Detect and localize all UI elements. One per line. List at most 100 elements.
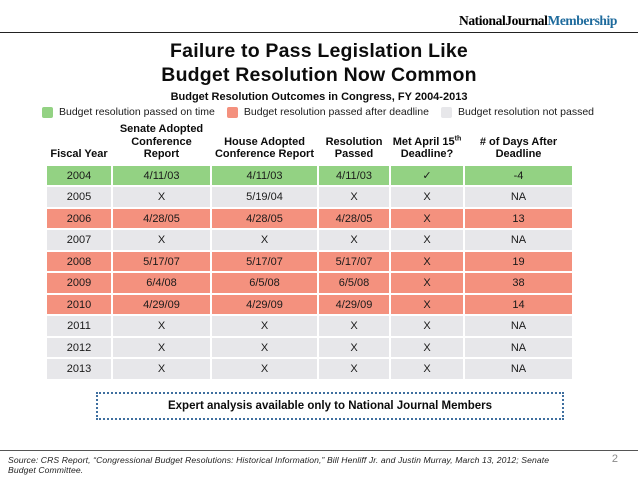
legend-swatch-gray bbox=[440, 106, 452, 118]
page-number: 2 bbox=[611, 453, 618, 465]
table-cell: X bbox=[391, 187, 463, 207]
cell-fiscal-year: 2012 bbox=[47, 337, 111, 358]
table-cell: 5/17/07 bbox=[212, 251, 317, 272]
table-cell: 4/11/03 bbox=[319, 165, 389, 186]
table-cell: X bbox=[391, 359, 463, 379]
table-cell: X bbox=[212, 359, 317, 379]
table-cell: 5/17/07 bbox=[113, 251, 210, 272]
table-cell: NA bbox=[465, 230, 572, 250]
table-cell: X bbox=[319, 187, 389, 207]
header-divider bbox=[0, 32, 638, 33]
table-row-fy2004: 2004 4/11/03 4/11/03 4/11/03 ✓ -4 bbox=[47, 165, 572, 186]
slide-title: Failure to Pass Legislation Like Budget … bbox=[0, 40, 638, 88]
cell-fiscal-year: 2011 bbox=[47, 316, 111, 336]
table-cell: NA bbox=[465, 359, 572, 379]
table-cell: X bbox=[391, 230, 463, 250]
table-cell: 4/29/09 bbox=[319, 294, 389, 315]
col-header-fiscal-year: Fiscal Year bbox=[50, 148, 108, 161]
table-row-fy2006: 2006 4/28/05 4/28/05 4/28/05 X 13 bbox=[47, 208, 572, 229]
met-deadline-text: Met April 15 bbox=[392, 135, 455, 148]
table-cell: X bbox=[391, 294, 463, 315]
table-cell: NA bbox=[465, 337, 572, 358]
table-cell: 13 bbox=[465, 208, 572, 229]
table-row-fy2009: 2009 6/4/08 6/5/08 6/5/08 X 38 bbox=[47, 273, 572, 293]
national-journal-logo: NationalJournalMembership bbox=[459, 13, 617, 29]
table-cell: X bbox=[391, 273, 463, 293]
legend-swatch-green bbox=[42, 106, 53, 118]
table-cell: X bbox=[113, 337, 210, 358]
cell-fiscal-year: 2006 bbox=[47, 208, 111, 229]
legend-label-after-deadline: Budget resolution passed after deadline bbox=[243, 106, 429, 118]
met-deadline-question: Deadline? bbox=[400, 148, 454, 161]
cell-fiscal-year: 2013 bbox=[47, 359, 111, 379]
table-cell: 4/29/09 bbox=[212, 294, 317, 315]
table-cell: X bbox=[113, 359, 210, 379]
cell-fiscal-year: 2005 bbox=[47, 187, 111, 207]
table-cell: 6/5/08 bbox=[319, 273, 389, 293]
table-cell: NA bbox=[465, 316, 572, 336]
member-callout-box: Expert analysis available only to Nation… bbox=[96, 392, 564, 420]
legend-swatch-salmon bbox=[226, 106, 238, 118]
table-row-fy2010: 2010 4/29/09 4/29/09 4/29/09 X 14 bbox=[47, 294, 572, 315]
title-line-1: Failure to Pass Legislation Like bbox=[170, 40, 468, 62]
table-cell: X bbox=[212, 316, 317, 336]
budget-resolution-table: Fiscal Year Senate Adopted Conference Re… bbox=[45, 121, 574, 381]
table-cell: 14 bbox=[465, 294, 572, 315]
legend-label-not-passed: Budget resolution not passed bbox=[457, 106, 594, 118]
cell-fiscal-year: 2010 bbox=[47, 294, 111, 315]
table-row-fy2008: 2008 5/17/07 5/17/07 5/17/07 X 19 bbox=[47, 251, 572, 272]
table-cell: 38 bbox=[465, 273, 572, 293]
cell-fiscal-year: 2009 bbox=[47, 273, 111, 293]
cell-fiscal-year: 2008 bbox=[47, 251, 111, 272]
col-header-resolution-passed: Resolution Passed bbox=[325, 135, 383, 161]
table-cell: 19 bbox=[465, 251, 572, 272]
table-cell: X bbox=[212, 230, 317, 250]
table-cell: 6/4/08 bbox=[113, 273, 210, 293]
table-row-fy2005: 2005 X 5/19/04 X X NA bbox=[47, 187, 572, 207]
table-row-fy2007: 2007 X X X X NA bbox=[47, 230, 572, 250]
legend: Budget resolution passed on time Budget … bbox=[42, 106, 594, 118]
table-cell: X bbox=[391, 316, 463, 336]
table-cell: 5/17/07 bbox=[319, 251, 389, 272]
logo-text-membership: Membership bbox=[547, 13, 618, 28]
title-line-2: Budget Resolution Now Common bbox=[161, 63, 477, 86]
footer-divider bbox=[0, 450, 638, 451]
table-row-fy2011: 2011 X X X X NA bbox=[47, 316, 572, 336]
table-cell: X bbox=[391, 208, 463, 229]
table-cell: 6/5/08 bbox=[212, 273, 317, 293]
table-cell: ✓ bbox=[391, 165, 463, 186]
legend-item-on-time: Budget resolution passed on time bbox=[42, 106, 215, 118]
table-cell: NA bbox=[465, 187, 572, 207]
table-cell: 4/11/03 bbox=[212, 165, 317, 186]
col-header-house-report: House Adopted Conference Report bbox=[214, 135, 315, 161]
legend-item-not-passed: Budget resolution not passed bbox=[440, 106, 594, 118]
table-row-fy2012: 2012 X X X X NA bbox=[47, 337, 572, 358]
table-cell: X bbox=[319, 230, 389, 250]
table-cell: 4/28/05 bbox=[212, 208, 317, 229]
table-body: 2004 4/11/03 4/11/03 4/11/03 ✓ -4 2005 X 5/19/04… bbox=[47, 165, 572, 379]
table-cell: X bbox=[113, 187, 210, 207]
table-cell: -4 bbox=[465, 165, 572, 186]
table-cell: X bbox=[391, 251, 463, 272]
table-cell: X bbox=[319, 359, 389, 379]
table-cell: 4/29/09 bbox=[113, 294, 210, 315]
member-callout-text: Expert analysis available only to Nation… bbox=[167, 400, 493, 412]
col-header-senate-report: Senate Adopted Conference Report bbox=[119, 123, 204, 161]
table-cell: X bbox=[113, 316, 210, 336]
table-cell: X bbox=[319, 316, 389, 336]
table-cell: X bbox=[212, 337, 317, 358]
table-cell: X bbox=[113, 230, 210, 250]
legend-item-after-deadline: Budget resolution passed after deadline bbox=[226, 106, 429, 118]
table-cell: 4/28/05 bbox=[113, 208, 210, 229]
logo-text-national-journal: NationalJournal bbox=[458, 13, 548, 28]
table-header-row: Fiscal Year Senate Adopted Conference Re… bbox=[47, 123, 572, 164]
cell-fiscal-year: 2004 bbox=[47, 165, 111, 186]
table-cell: X bbox=[391, 337, 463, 358]
table-cell: 5/19/04 bbox=[212, 187, 317, 207]
table-cell: 4/11/03 bbox=[113, 165, 210, 186]
slide-subtitle: Budget Resolution Outcomes in Congress, … bbox=[170, 91, 468, 103]
met-deadline-ordinal: th bbox=[454, 134, 462, 142]
table-cell: 4/28/05 bbox=[319, 208, 389, 229]
table-row-fy2013: 2013 X X X X NA bbox=[47, 359, 572, 379]
